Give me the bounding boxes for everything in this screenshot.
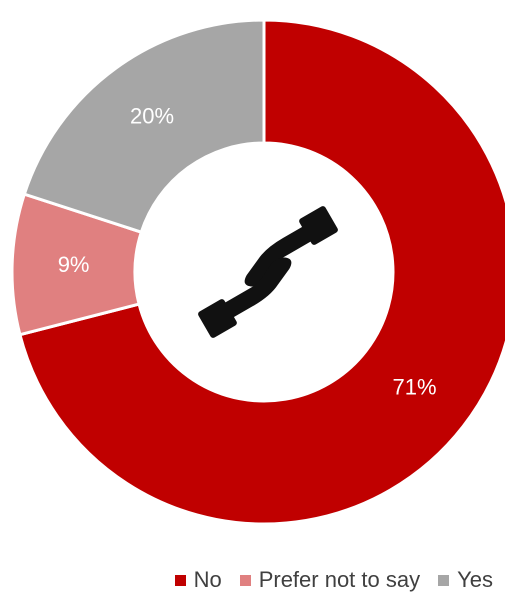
legend-item-no: No xyxy=(174,567,222,593)
slice-labels: 71% 9% 20% xyxy=(58,104,437,400)
legend-swatch-no xyxy=(174,574,186,586)
legend-swatch-yes xyxy=(438,574,450,586)
legend-label-no: No xyxy=(193,567,222,592)
legend-swatch-prefer-not-to-say xyxy=(239,574,251,586)
slice-label-yes: 20% xyxy=(130,104,174,129)
handshake-icon xyxy=(198,206,338,338)
legend-item-prefer-not-to-say: Prefer not to say xyxy=(239,567,421,593)
chart-legend: No Prefer not to say Yes xyxy=(174,567,493,593)
slice-label-no: 71% xyxy=(393,375,437,400)
donut-slice-no xyxy=(18,18,505,526)
legend-label-prefer-not-to-say: Prefer not to say xyxy=(258,567,421,592)
donut-slices xyxy=(10,18,505,526)
legend-label-yes: Yes xyxy=(457,567,493,592)
donut-slice-yes xyxy=(22,18,266,235)
slice-label-prefer-not-to-say: 9% xyxy=(58,252,90,277)
legend-item-yes: Yes xyxy=(438,567,493,593)
